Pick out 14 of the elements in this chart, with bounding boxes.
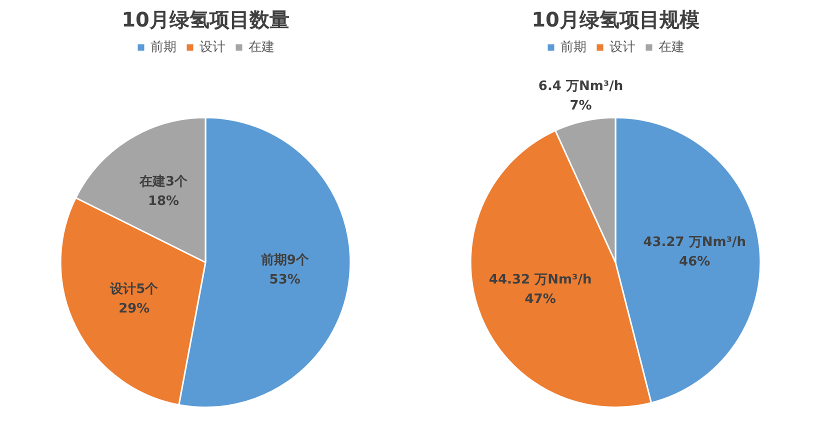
chart-title: 10月绿氢项目规模 (532, 8, 700, 32)
data-label: 44.32 万Nm³/h 47% (488, 272, 592, 308)
chart-title: 10月绿氢项目数量 (122, 8, 290, 32)
legend-label: 在建 (658, 39, 684, 56)
data-label: 设计5个 29% (109, 282, 160, 317)
data-label: 6.4 万Nm³/h 7% (538, 78, 624, 114)
legend-label: 在建 (248, 39, 274, 56)
data-label: 43.27 万Nm³/h 46% (643, 234, 746, 270)
data-label: 在建3个 18% (138, 174, 189, 210)
data-label: 前期9个 53% (260, 252, 310, 288)
legend-label: 前期 (150, 39, 176, 56)
legend-label: 前期 (560, 39, 586, 56)
legend-label: 设计 (200, 39, 226, 56)
legend-label: 设计 (610, 39, 636, 56)
